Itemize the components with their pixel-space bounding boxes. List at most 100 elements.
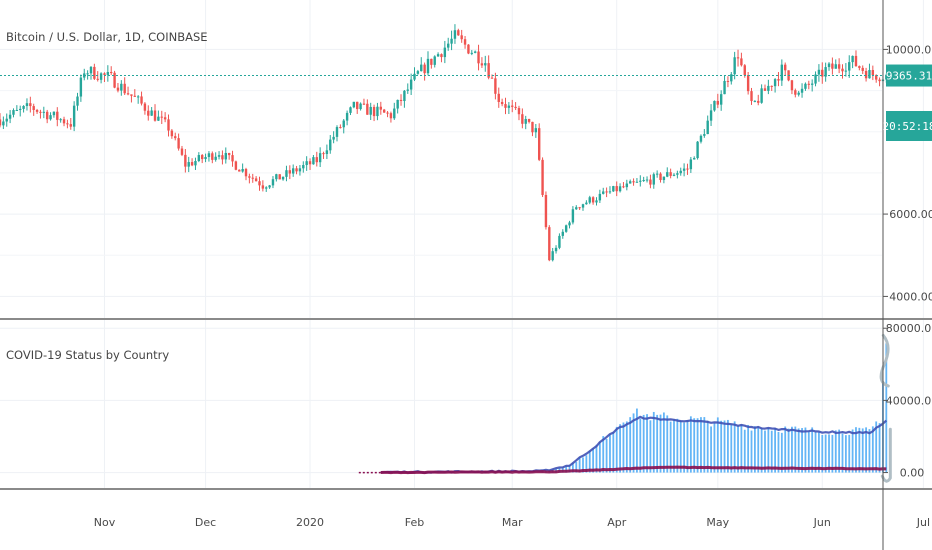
covid-bar	[696, 418, 699, 473]
covid-bar	[851, 429, 854, 473]
candle-body	[871, 70, 875, 76]
covid-bar	[743, 429, 746, 473]
candle-body	[420, 64, 423, 72]
candle-body	[86, 73, 89, 75]
covid-bar	[565, 466, 568, 473]
candle-body	[174, 136, 177, 139]
covid-bar	[649, 420, 652, 473]
covid-bar	[568, 465, 571, 473]
candle-body	[99, 73, 103, 80]
covid-bar	[588, 450, 591, 473]
covid-bar	[807, 431, 810, 473]
candle-body	[450, 38, 453, 44]
covid-bar	[770, 430, 773, 473]
covid-bar	[757, 426, 760, 473]
candle-body	[750, 91, 753, 102]
candle-body	[345, 112, 349, 121]
candle-body	[416, 71, 420, 74]
candle-body	[271, 179, 275, 186]
covid-bar	[824, 434, 827, 473]
candle-body	[79, 77, 83, 97]
candle-body	[362, 103, 366, 105]
candle-body	[275, 174, 278, 180]
candle-body	[133, 95, 136, 97]
candle-body	[2, 121, 5, 126]
last-price-label: 9365.31	[886, 70, 932, 83]
covid-bar	[676, 418, 679, 473]
candle-body	[318, 153, 322, 163]
covid-bar	[619, 424, 621, 473]
price-pane[interactable]	[0, 24, 888, 262]
candle-body	[534, 128, 538, 133]
covid-bar	[760, 428, 763, 473]
candle-body	[211, 153, 214, 160]
covid-axis[interactable]: 80000.00 40000.00 0.00	[883, 322, 932, 480]
candle-body	[413, 73, 416, 80]
candle-body	[494, 78, 497, 94]
candle-body	[514, 106, 517, 109]
candle-body	[399, 99, 403, 102]
covid-bar	[706, 420, 709, 473]
candle-body	[393, 108, 396, 119]
time-axis[interactable]: Nov Dec 2020 Feb Mar Apr May Jun Jul	[94, 516, 930, 529]
price-axis[interactable]: 10000.00 6000.00 4000.00	[883, 43, 932, 303]
covid-pane[interactable]	[358, 333, 892, 483]
covid-bar	[632, 413, 635, 473]
covid-bar	[875, 421, 878, 473]
candle-body	[713, 100, 716, 111]
covid-bar	[787, 428, 790, 473]
candle-body	[281, 176, 285, 180]
covid-bar	[652, 411, 655, 473]
time-tick-label: May	[706, 516, 729, 529]
covid-bar	[885, 343, 888, 473]
candle-body	[45, 111, 49, 120]
candle-body	[605, 191, 608, 193]
covid-bar	[578, 457, 581, 473]
candle-body	[302, 165, 305, 169]
candle-body	[851, 55, 854, 63]
covid-bar	[646, 414, 648, 473]
candle-body	[35, 109, 39, 112]
candle-body	[585, 202, 588, 205]
candle-body	[770, 85, 773, 87]
candle-body	[807, 83, 810, 85]
candle-body	[342, 120, 345, 128]
covid-bar	[838, 429, 841, 473]
candle-body	[244, 168, 248, 177]
covid-bar-series	[541, 343, 888, 473]
candle-body	[29, 103, 32, 107]
covid-bar	[639, 418, 642, 473]
candle-body	[339, 127, 342, 129]
price-pane-title: Bitcoin / U.S. Dollar, 1D, COINBASE	[6, 30, 208, 44]
candle-body	[268, 185, 271, 188]
candle-body	[25, 103, 29, 107]
candle-body	[858, 66, 861, 68]
candle-body	[723, 80, 726, 95]
covid-line-secondary	[380, 465, 887, 475]
candle-body	[777, 79, 780, 81]
candle-body	[436, 54, 440, 57]
candle-body	[615, 186, 618, 192]
covid-bar	[797, 428, 800, 473]
candle-body	[784, 64, 787, 71]
candle-body	[575, 207, 578, 210]
candle-body	[376, 106, 379, 117]
candle-body	[184, 154, 187, 167]
covid-bar	[858, 427, 861, 473]
candle-body	[396, 99, 399, 109]
candle-body	[460, 35, 463, 40]
candle-body	[157, 116, 160, 121]
candle-body	[595, 200, 598, 203]
candle-body	[130, 94, 133, 96]
candle-body	[69, 124, 72, 127]
candle-body	[453, 30, 457, 39]
covid-bar	[572, 462, 574, 473]
candle-body	[504, 104, 507, 108]
candle-body	[500, 101, 504, 105]
candle-body	[827, 63, 831, 68]
candle-body	[204, 157, 207, 160]
candle-body	[868, 70, 871, 79]
candle-body	[706, 120, 709, 135]
covid-tick-label: 0.00	[900, 467, 925, 480]
